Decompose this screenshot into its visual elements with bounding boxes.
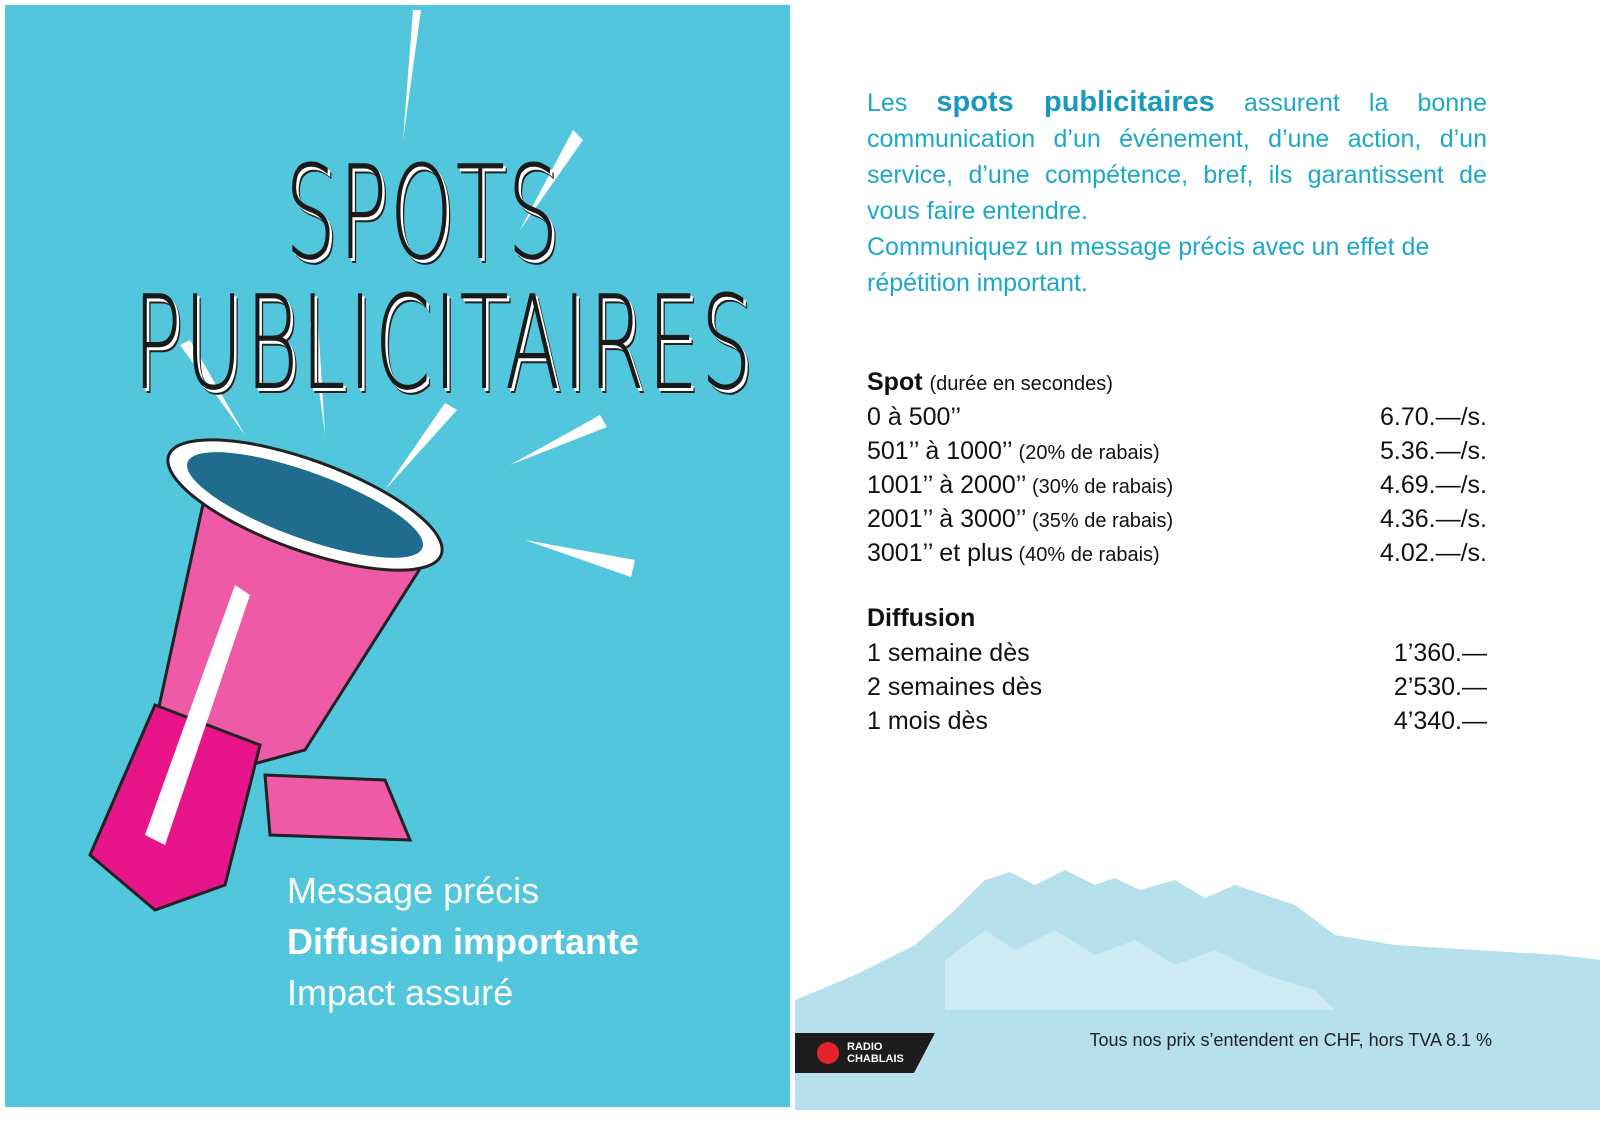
spot-price: 4.69.—/s.: [1380, 471, 1487, 499]
logo-dot: [817, 1042, 839, 1064]
title-line-1: SPOTS: [285, 137, 562, 289]
diffusion-price-row: 1 mois dès 4’340.—: [867, 704, 1487, 738]
slogan-1: Message précis: [287, 870, 540, 911]
spot-price-row: 1001’’ à 2000’’ (30% de rabais) 4.69.—/s.: [867, 468, 1487, 502]
spot-duration: 1001’’ à 2000’’ (30% de rabais): [867, 468, 1173, 502]
intro-pre: Les: [867, 89, 937, 117]
intro-bold: spots publicitaires: [936, 86, 1215, 118]
diffusion-rows: 1 semaine dès 1’360.— 2 semaines dès 2’530.…: [867, 636, 1487, 738]
spot-duration-label: 1001’’ à 2000’’: [867, 471, 1027, 499]
megaphone-handle: [263, 773, 413, 842]
diffusion-price-row: 2 semaines dès 2’530.—: [867, 670, 1487, 704]
sound-rays: [180, 10, 635, 577]
spot-heading-label: Spot: [867, 368, 923, 396]
slogan-3: Impact assuré: [287, 972, 514, 1013]
spot-price: 4.02.—/s.: [1380, 539, 1487, 567]
megaphone-illustration: [88, 10, 635, 912]
spot-duration-label: 2001’’ à 3000’’: [867, 505, 1027, 533]
pricing-panel: Les spots publicitaires assurent la bonn…: [795, 0, 1600, 1110]
diffusion-price: 1’360.—: [1393, 639, 1487, 667]
diffusion-period: 1 semaine dès: [867, 639, 1030, 667]
intro-line-2: Communiquez un message précis avec un ef…: [867, 233, 1430, 297]
diffusion-price-row: 1 semaine dès 1’360.—: [867, 636, 1487, 670]
spot-discount-note: (30% de rabais): [1026, 476, 1174, 498]
spot-discount-note: (20% de rabais): [1018, 442, 1160, 464]
mountain-background: [795, 870, 1600, 1110]
spot-price: 5.36.—/s.: [1380, 437, 1487, 465]
spot-discount-note: (40% de rabais): [1012, 544, 1160, 566]
intro-post: assurent la bonne communication d’un évé…: [867, 89, 1487, 225]
spot-duration: 2001’’ à 3000’’ (35% de rabais): [867, 502, 1173, 536]
spot-duration-label: 501’’ à 1000’’: [867, 437, 1019, 465]
spot-price-row: 3001’’ et plus (40% de rabais) 4.02.—/s.: [867, 536, 1487, 570]
diffusion-period: 1 mois dès: [867, 707, 988, 735]
spot-pricing: Spot (durée en secondes) 0 à 500’’ 6.70.—…: [867, 364, 1487, 570]
megaphone-mouth-inner: [186, 452, 424, 558]
spot-duration: 0 à 500’’: [867, 400, 961, 434]
logo-text: RADIO CHABLAIS: [847, 1041, 904, 1065]
spot-duration: 3001’’ et plus (40% de rabais): [867, 536, 1160, 570]
cover-panel: SPOTS PUBLICITAIRES Message précis Diffu…: [5, 5, 790, 1107]
spot-discount-note: (35% de rabais): [1026, 510, 1174, 532]
title-line-2: PUBLICITAIRES: [133, 267, 755, 419]
spot-price: 4.36.—/s.: [1380, 505, 1487, 533]
megaphone-highlight: [145, 585, 250, 845]
diffusion-price: 4’340.—: [1393, 707, 1487, 735]
spot-heading: Spot (durée en secondes): [867, 364, 1487, 400]
spot-heading-note: (durée en secondes): [929, 373, 1113, 395]
slogan-2: Diffusion importante: [287, 921, 639, 962]
logo-line-1: RADIO: [847, 1041, 883, 1053]
diffusion-pricing: Diffusion 1 semaine dès 1’360.— 2 semaines…: [867, 600, 1487, 738]
spot-rows: 0 à 500’’ 6.70.—/s. 501’’ à 1000’’ (20% de…: [867, 400, 1487, 570]
radio-chablais-logo: RADIO CHABLAIS: [795, 1033, 935, 1073]
spot-price-row: 0 à 500’’ 6.70.—/s.: [867, 400, 1487, 434]
diffusion-price: 2’530.—: [1393, 673, 1487, 701]
diffusion-period: 2 semaines dès: [867, 673, 1043, 701]
intro-text: Les spots publicitaires assurent la bonn…: [867, 84, 1487, 301]
price-footnote: Tous nos prix s’entendent en CHF, hors T…: [1089, 1030, 1492, 1050]
diffusion-heading: Diffusion: [867, 604, 976, 632]
spot-price: 6.70.—/s.: [1380, 403, 1487, 431]
spot-duration-label: 3001’’ et plus: [867, 539, 1013, 567]
spot-duration-label: 0 à 500’’: [867, 403, 962, 431]
spot-price-row: 2001’’ à 3000’’ (35% de rabais) 4.36.—/s.: [867, 502, 1487, 536]
spot-price-row: 501’’ à 1000’’ (20% de rabais) 5.36.—/s.: [867, 434, 1487, 468]
logo-line-2: CHABLAIS: [847, 1053, 904, 1065]
spot-duration: 501’’ à 1000’’ (20% de rabais): [867, 434, 1160, 468]
